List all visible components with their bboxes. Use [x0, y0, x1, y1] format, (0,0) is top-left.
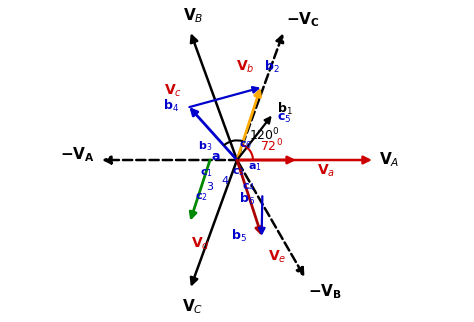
Text: $72^{0}$: $72^{0}$ — [260, 137, 283, 154]
Text: 3: 3 — [207, 182, 213, 192]
Text: $\mathbf{-V_C}$: $\mathbf{-V_C}$ — [286, 10, 320, 29]
Text: $\mathbf{c}_{1}$: $\mathbf{c}_{1}$ — [200, 167, 212, 179]
Text: 4: 4 — [221, 176, 228, 186]
Text: $\mathbf{V}_{c}$: $\mathbf{V}_{c}$ — [164, 82, 182, 99]
Text: $\mathbf{b}_{2}$: $\mathbf{b}_{2}$ — [264, 59, 280, 75]
Text: $\mathbf{V}_{b}$: $\mathbf{V}_{b}$ — [236, 59, 254, 75]
Text: $\mathbf{a}_{1}$: $\mathbf{a}_{1}$ — [248, 161, 262, 173]
Text: $\mathbf{b}_{3}$: $\mathbf{b}_{3}$ — [198, 139, 212, 153]
Text: $\mathbf{b}_{4}$: $\mathbf{b}_{4}$ — [163, 98, 179, 114]
Text: $\mathbf{c}_{2}$: $\mathbf{c}_{2}$ — [195, 191, 208, 203]
Text: $\mathbf{V}_{e}$: $\mathbf{V}_{e}$ — [268, 248, 286, 265]
Text: $\mathbf{c}_{5}$: $\mathbf{c}_{5}$ — [277, 112, 292, 125]
Text: $\mathbf{-V_B}$: $\mathbf{-V_B}$ — [308, 283, 342, 301]
Text: $\mathbf{V}_{a}$: $\mathbf{V}_{a}$ — [317, 163, 335, 179]
Text: $\mathbf{c}_{3}$: $\mathbf{c}_{3}$ — [232, 166, 245, 178]
Text: $\mathbf{-V_A}$: $\mathbf{-V_A}$ — [60, 146, 95, 165]
Text: $\mathbf{b}_{1}$: $\mathbf{b}_{1}$ — [277, 100, 293, 117]
Text: $\mathbf{V}_{C}$: $\mathbf{V}_{C}$ — [182, 298, 203, 316]
Text: $120^{0}$: $120^{0}$ — [249, 126, 280, 143]
Text: $\mathbf{V}_{B}$: $\mathbf{V}_{B}$ — [182, 6, 203, 25]
Text: $\mathbf{V}_{A}$: $\mathbf{V}_{A}$ — [379, 151, 400, 169]
Text: $\mathbf{c}_{6}$: $\mathbf{c}_{6}$ — [239, 140, 253, 151]
Text: $\mathbf{c}_{4}$: $\mathbf{c}_{4}$ — [242, 181, 255, 193]
Text: $\mathbf{a}$: $\mathbf{a}$ — [211, 150, 221, 163]
Text: $\mathbf{b}_{5}$: $\mathbf{b}_{5}$ — [231, 228, 247, 244]
Text: $\mathbf{b}_{6}$: $\mathbf{b}_{6}$ — [239, 191, 255, 207]
Text: $\mathbf{V}_{d}$: $\mathbf{V}_{d}$ — [191, 236, 210, 252]
